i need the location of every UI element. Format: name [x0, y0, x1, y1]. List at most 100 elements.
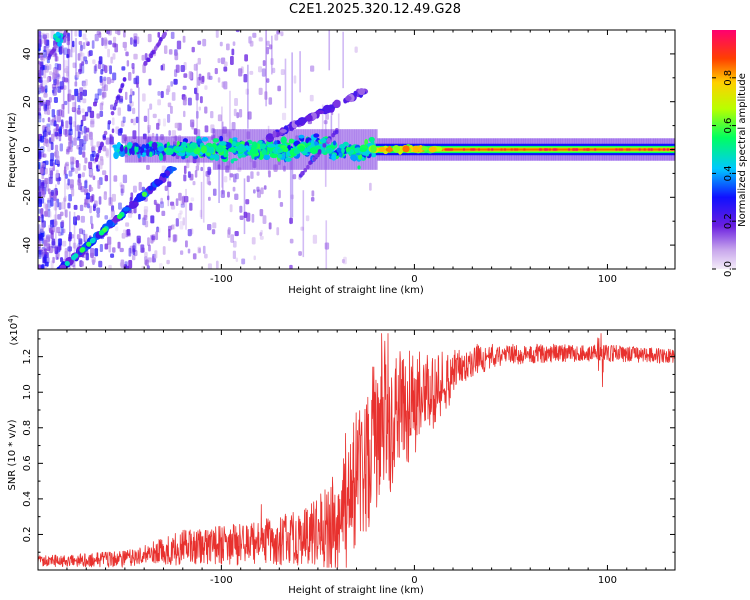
noise-speck [84, 111, 89, 117]
noise-speck [49, 167, 54, 176]
noise-speck [79, 63, 83, 72]
carrier-transition-blob [378, 146, 386, 152]
noise-speck [217, 58, 221, 64]
noise-speck [214, 67, 218, 75]
noise-speck [49, 71, 53, 76]
noise-speck [83, 56, 88, 62]
spectrogram-axes: -100 0 100 -40 -20 0 20 40 [22, 29, 675, 285]
noise-speck [78, 146, 83, 155]
noise-streak [321, 104, 324, 145]
carrier-core [231, 148, 237, 153]
noise-speck [110, 56, 113, 64]
noise-speck [170, 204, 176, 210]
aliased-blob [103, 130, 108, 136]
noise-speck [276, 227, 280, 236]
noise-speck [71, 188, 75, 197]
carrier-core-dash [658, 148, 661, 151]
noise-speck [40, 181, 45, 187]
noise-speck [309, 94, 314, 102]
carrier-core-dash [473, 148, 476, 151]
carrier-blob [129, 146, 133, 155]
noise-speck [107, 30, 112, 36]
noise-speck [217, 114, 223, 122]
carrier-core [251, 141, 258, 150]
noise-speck [168, 130, 171, 136]
noise-speck [256, 189, 261, 198]
noise-speck [72, 62, 77, 69]
noise-speck [157, 91, 161, 96]
noise-speck [151, 255, 155, 263]
noise-speck [81, 143, 86, 151]
carrier-blob [284, 157, 292, 162]
noise-speck [119, 262, 124, 267]
diagonal-upper-streak [265, 88, 369, 143]
noise-speck [108, 40, 112, 45]
noise-speck [90, 186, 94, 192]
noise-speck [77, 104, 81, 110]
noise-speck [70, 156, 75, 165]
noise-speck [99, 156, 104, 161]
noise-speck [54, 53, 58, 62]
carrier-blob [357, 165, 361, 170]
aliased-blob [306, 164, 310, 170]
noise-speck [113, 175, 118, 182]
noise-speck [68, 245, 72, 252]
noise-speck [89, 205, 92, 214]
noise-speck [44, 64, 49, 73]
noise-speck [154, 250, 158, 259]
noise-speck [84, 133, 89, 142]
noise-speck [119, 182, 123, 187]
noise-speck [85, 127, 90, 133]
noise-speck [90, 138, 94, 147]
noise-speck [97, 88, 102, 96]
noise-speck [130, 118, 134, 124]
noise-speck [58, 176, 62, 182]
carrier-blob [338, 151, 343, 158]
aliased-blob [116, 96, 120, 101]
noise-speck [102, 91, 107, 98]
noise-speck [40, 135, 44, 143]
noise-speck [305, 215, 310, 222]
noise-speck [208, 180, 212, 186]
noise-speck [212, 222, 217, 229]
noise-speck [156, 226, 159, 233]
noise-speck [263, 185, 267, 190]
noise-speck [76, 234, 81, 240]
noise-speck [62, 228, 66, 234]
noise-speck [157, 99, 161, 106]
noise-speck [190, 197, 195, 202]
carrier-core-dash [626, 148, 629, 151]
noise-speck [227, 227, 231, 235]
noise-speck [101, 86, 106, 92]
noise-speck [40, 55, 44, 61]
noise-speck [50, 245, 54, 253]
y-tick-label: -20 [22, 189, 33, 205]
noise-speck [108, 264, 112, 269]
noise-speck [38, 43, 41, 51]
noise-speck [99, 243, 103, 253]
noise-speck [170, 201, 175, 206]
noise-speck [232, 250, 237, 260]
noise-speck [75, 159, 79, 168]
noise-speck [49, 219, 54, 228]
streak-blob [272, 130, 277, 138]
noise-speck [184, 196, 189, 203]
y-tick-label: 0.4 [22, 491, 33, 507]
noise-speck [54, 89, 57, 96]
noise-speck [61, 103, 65, 110]
noise-speck [211, 229, 216, 235]
carrier-core-dash [543, 148, 546, 151]
noise-speck [133, 38, 138, 47]
carrier-core-dash [585, 148, 588, 151]
noise-speck [67, 202, 71, 209]
noise-speck [259, 208, 264, 217]
noise-speck [53, 214, 57, 223]
noise-speck [182, 96, 187, 106]
snr-axes: -100 0 100 0.2 0.4 0.6 0.8 1.0 1.2 [22, 330, 675, 586]
noise-speck [72, 121, 76, 128]
noise-speck [39, 167, 44, 175]
noise-speck [96, 30, 101, 36]
noise-speck [53, 220, 58, 226]
noise-speck [132, 107, 136, 115]
noise-speck [170, 31, 175, 39]
